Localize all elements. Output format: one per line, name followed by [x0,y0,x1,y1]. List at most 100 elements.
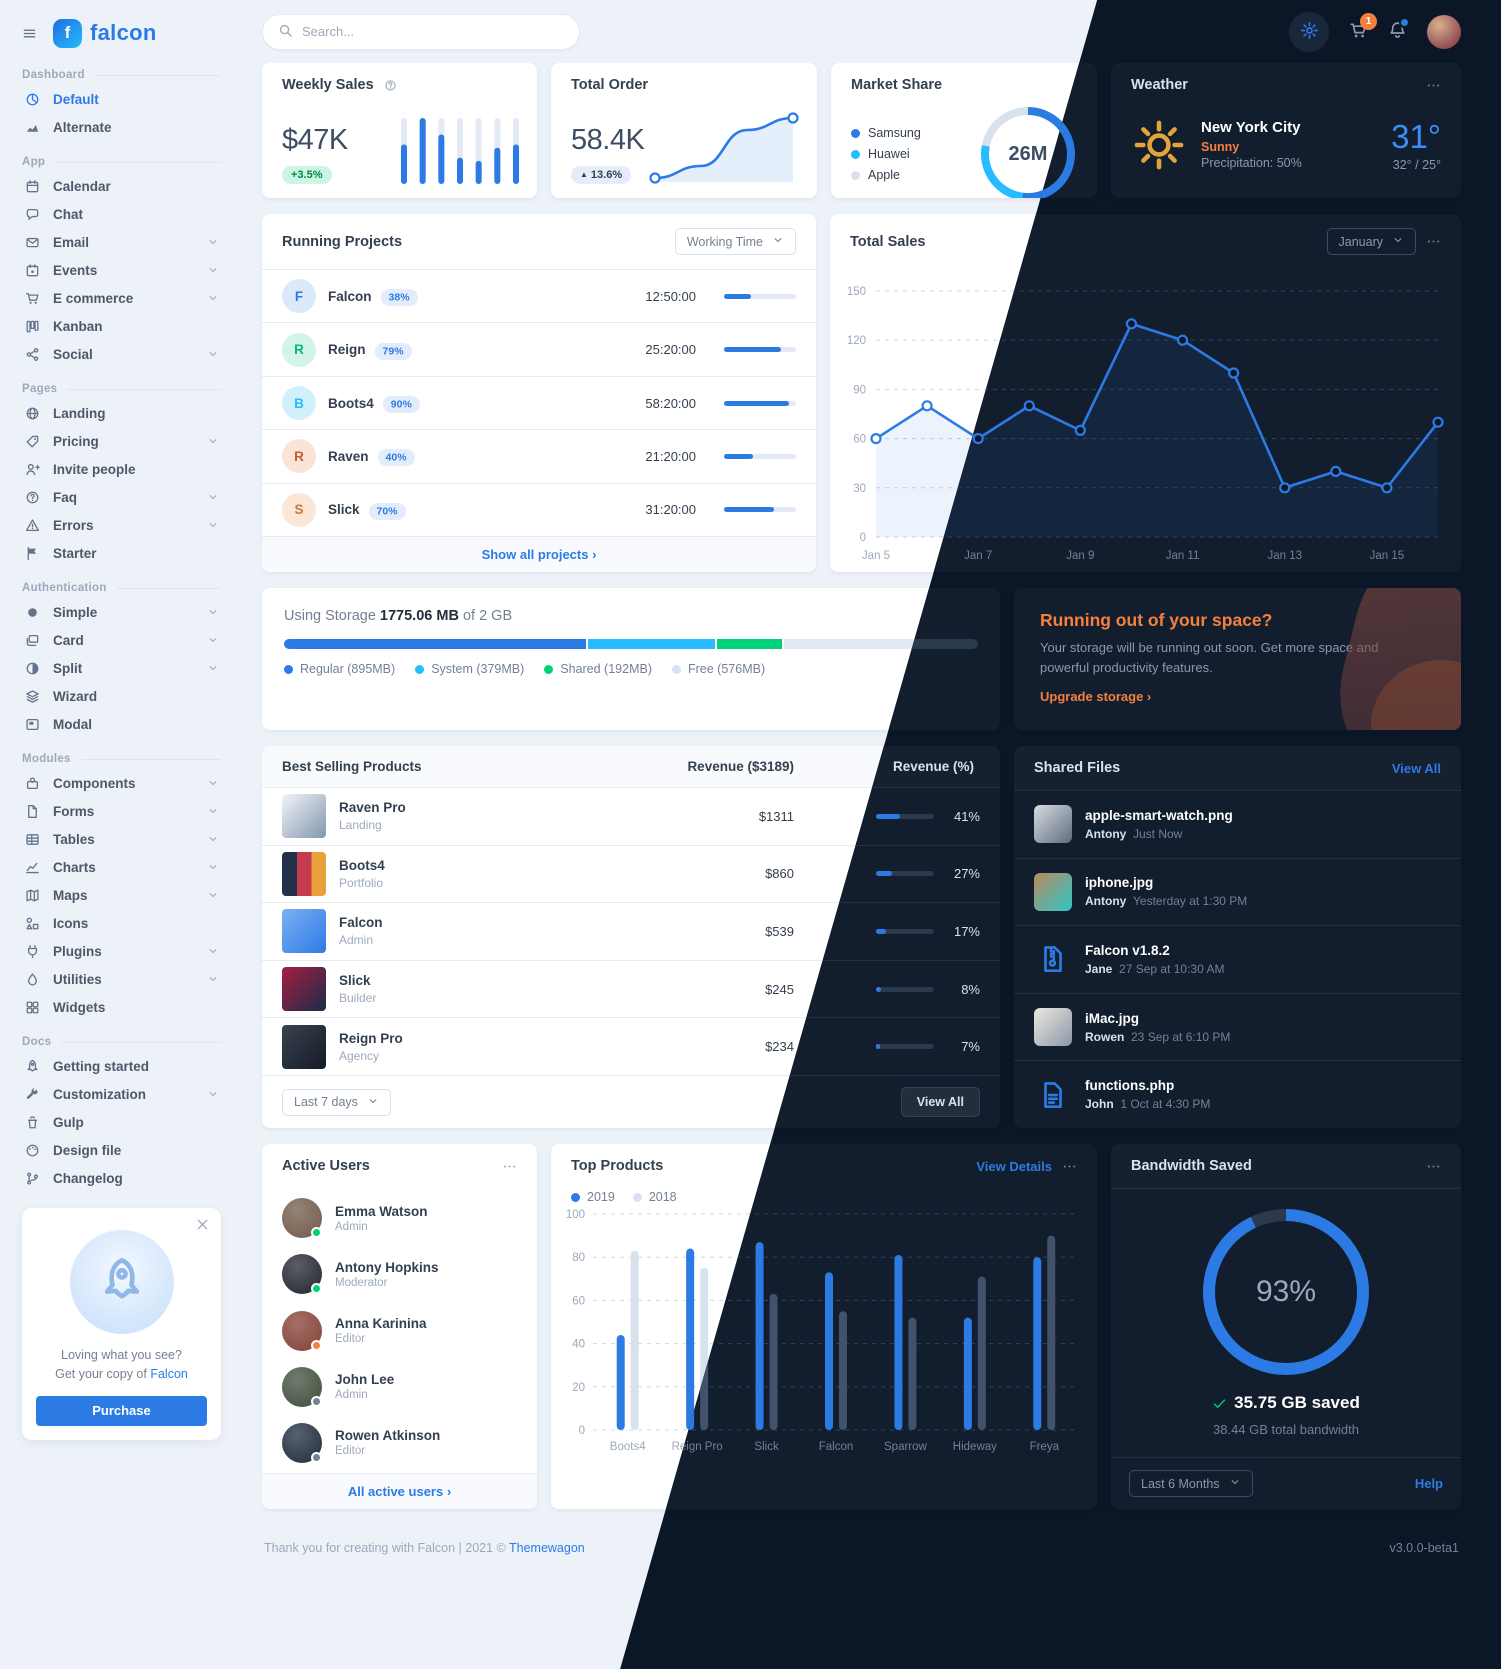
view-details-link[interactable]: View Details [976,1158,1052,1174]
sidebar-item-faq[interactable]: Faq [22,483,221,511]
sidebar-item-changelog[interactable]: Changelog [22,1164,221,1192]
sidebar-item-starter[interactable]: Starter [22,539,221,567]
sidebar-item-design-file[interactable]: Design file [22,1136,221,1164]
sidebar-item-chat[interactable]: Chat [22,200,221,228]
project-name-link[interactable]: Falcon [328,288,372,304]
project-name-link[interactable]: Boots4 [328,395,374,411]
sidebar-item-events[interactable]: Events [22,256,221,284]
menu-toggle-icon[interactable] [22,26,37,41]
user-avatar[interactable] [1427,14,1461,49]
question-icon [24,490,40,505]
sidebar-item-errors[interactable]: Errors [22,511,221,539]
search-box[interactable] [262,13,580,50]
product-revenue: $539 [765,923,794,939]
product-name-link[interactable]: Slick [339,973,371,989]
sidebar-item-card[interactable]: Card [22,626,221,654]
search-input[interactable] [302,24,564,39]
project-name-link[interactable]: Raven [328,448,369,464]
file-name-link[interactable]: apple-smart-watch.png [1085,807,1233,823]
sidebar-item-invite-people[interactable]: Invite people [22,455,221,483]
sidebar-item-tables[interactable]: Tables [22,825,221,853]
sidebar-item-utilities[interactable]: Utilities [22,965,221,993]
upgrade-storage-link[interactable]: Upgrade storage › [1040,689,1152,704]
sidebar-item-modal[interactable]: Modal [22,710,221,738]
product-name-link[interactable]: Boots4 [339,857,385,873]
notifications-bell-icon[interactable] [1388,16,1410,43]
close-icon[interactable] [195,1217,210,1232]
sidebar-item-getting-started[interactable]: Getting started [22,1052,221,1080]
promo-falcon-link[interactable]: Falcon [150,1367,188,1382]
svg-text:30: 30 [853,483,866,495]
sidebar-item-kanban[interactable]: Kanban [22,312,221,340]
running-projects-title: Running Projects [282,233,403,250]
sidebar-item-forms[interactable]: Forms [22,797,221,825]
file-name-link[interactable]: functions.php [1085,1078,1175,1094]
sidebar-item-maps[interactable]: Maps [22,881,221,909]
sidebar-item-gulp[interactable]: Gulp [22,1108,221,1136]
sidebar-item-widgets[interactable]: Widgets [22,993,221,1021]
sidebar-item-pricing[interactable]: Pricing [22,427,221,455]
help-link[interactable]: Help [1414,1476,1443,1491]
sidebar-item-landing[interactable]: Landing [22,399,221,427]
working-time-select[interactable]: Working Time [674,228,796,255]
user-name-link[interactable]: Anna Karinina [335,1316,427,1331]
product-category-link[interactable]: Builder [339,991,377,1006]
file-name-link[interactable]: Falcon v1.8.2 [1085,942,1170,958]
sidebar-item-label: Design file [53,1142,122,1158]
sidebar-item-split[interactable]: Split [22,654,221,682]
user-name-link[interactable]: Emma Watson [335,1203,428,1219]
sidebar-item-email[interactable]: Email [22,228,221,256]
view-all-button[interactable]: View All [900,1087,980,1117]
project-name-link[interactable]: Reign [328,342,366,358]
product-name-link[interactable]: Falcon [339,915,383,931]
months-select[interactable]: Last 6 Months [1129,1470,1253,1497]
file-name-link[interactable]: iMac.jpg [1085,1010,1140,1026]
card-menu-icon[interactable] [502,1159,517,1174]
settings-gear-icon[interactable] [1289,11,1329,52]
product-category-link[interactable]: Landing [339,818,382,833]
puzzle-icon [24,776,40,791]
user-name-link[interactable]: Rowen Atkinson [335,1428,441,1444]
brand-logo[interactable]: f falcon [53,18,157,48]
purchase-button[interactable]: Purchase [36,1395,207,1426]
user-name-link[interactable]: John Lee [335,1372,395,1388]
product-category-link[interactable]: Agency [339,1048,380,1063]
sidebar-item-customization[interactable]: Customization [22,1080,221,1108]
sidebar-item-components[interactable]: Components [22,769,221,797]
file-name-link[interactable]: iphone.jpg [1085,875,1154,891]
sidebar-item-default[interactable]: Default [22,85,221,113]
product-name-link[interactable]: Raven Pro [339,800,406,816]
sidebar-item-wizard[interactable]: Wizard [22,682,221,710]
promo-line1: Loving what you see? [61,1348,182,1362]
themewagon-link[interactable]: Themewagon [509,1541,585,1555]
plug-icon [24,944,40,959]
view-all-files-link[interactable]: View All [1391,760,1441,776]
info-icon[interactable] [384,79,397,92]
card-menu-icon[interactable] [1426,78,1441,93]
period-select[interactable]: Last 7 days [282,1088,391,1116]
card-menu-icon[interactable] [1062,1159,1077,1174]
product-category-link[interactable]: Portfolio [339,875,384,890]
svg-text:150: 150 [847,286,866,298]
sidebar-item-calendar[interactable]: Calendar [22,172,221,200]
cart-icon[interactable]: 1 [1349,12,1377,43]
revenue-pct-bar [876,871,934,877]
project-name-link[interactable]: Slick [328,502,360,518]
chevron-down-icon [207,662,219,674]
sidebar-item-simple[interactable]: Simple [22,598,221,626]
month-select[interactable]: January [1326,228,1416,255]
product-category-link[interactable]: Admin [339,933,374,948]
card-menu-icon[interactable] [1426,1159,1441,1174]
sidebar-item-alternate[interactable]: Alternate [22,113,221,141]
user-name-link[interactable]: Antony Hopkins [335,1259,439,1275]
card-menu-icon[interactable] [1426,234,1441,249]
sidebar-item-e-commerce[interactable]: E commerce [22,284,221,312]
sidebar-item-social[interactable]: Social [22,340,221,368]
product-name-link[interactable]: Reign Pro [339,1030,403,1046]
sidebar-item-plugins[interactable]: Plugins [22,937,221,965]
sidebar-item-icons[interactable]: Icons [22,909,221,937]
all-active-users-link[interactable]: All active users › [262,1473,537,1509]
revenue-pct-value: 8% [961,981,980,997]
sidebar-item-charts[interactable]: Charts [22,853,221,881]
show-all-projects-link[interactable]: Show all projects › [262,536,816,572]
